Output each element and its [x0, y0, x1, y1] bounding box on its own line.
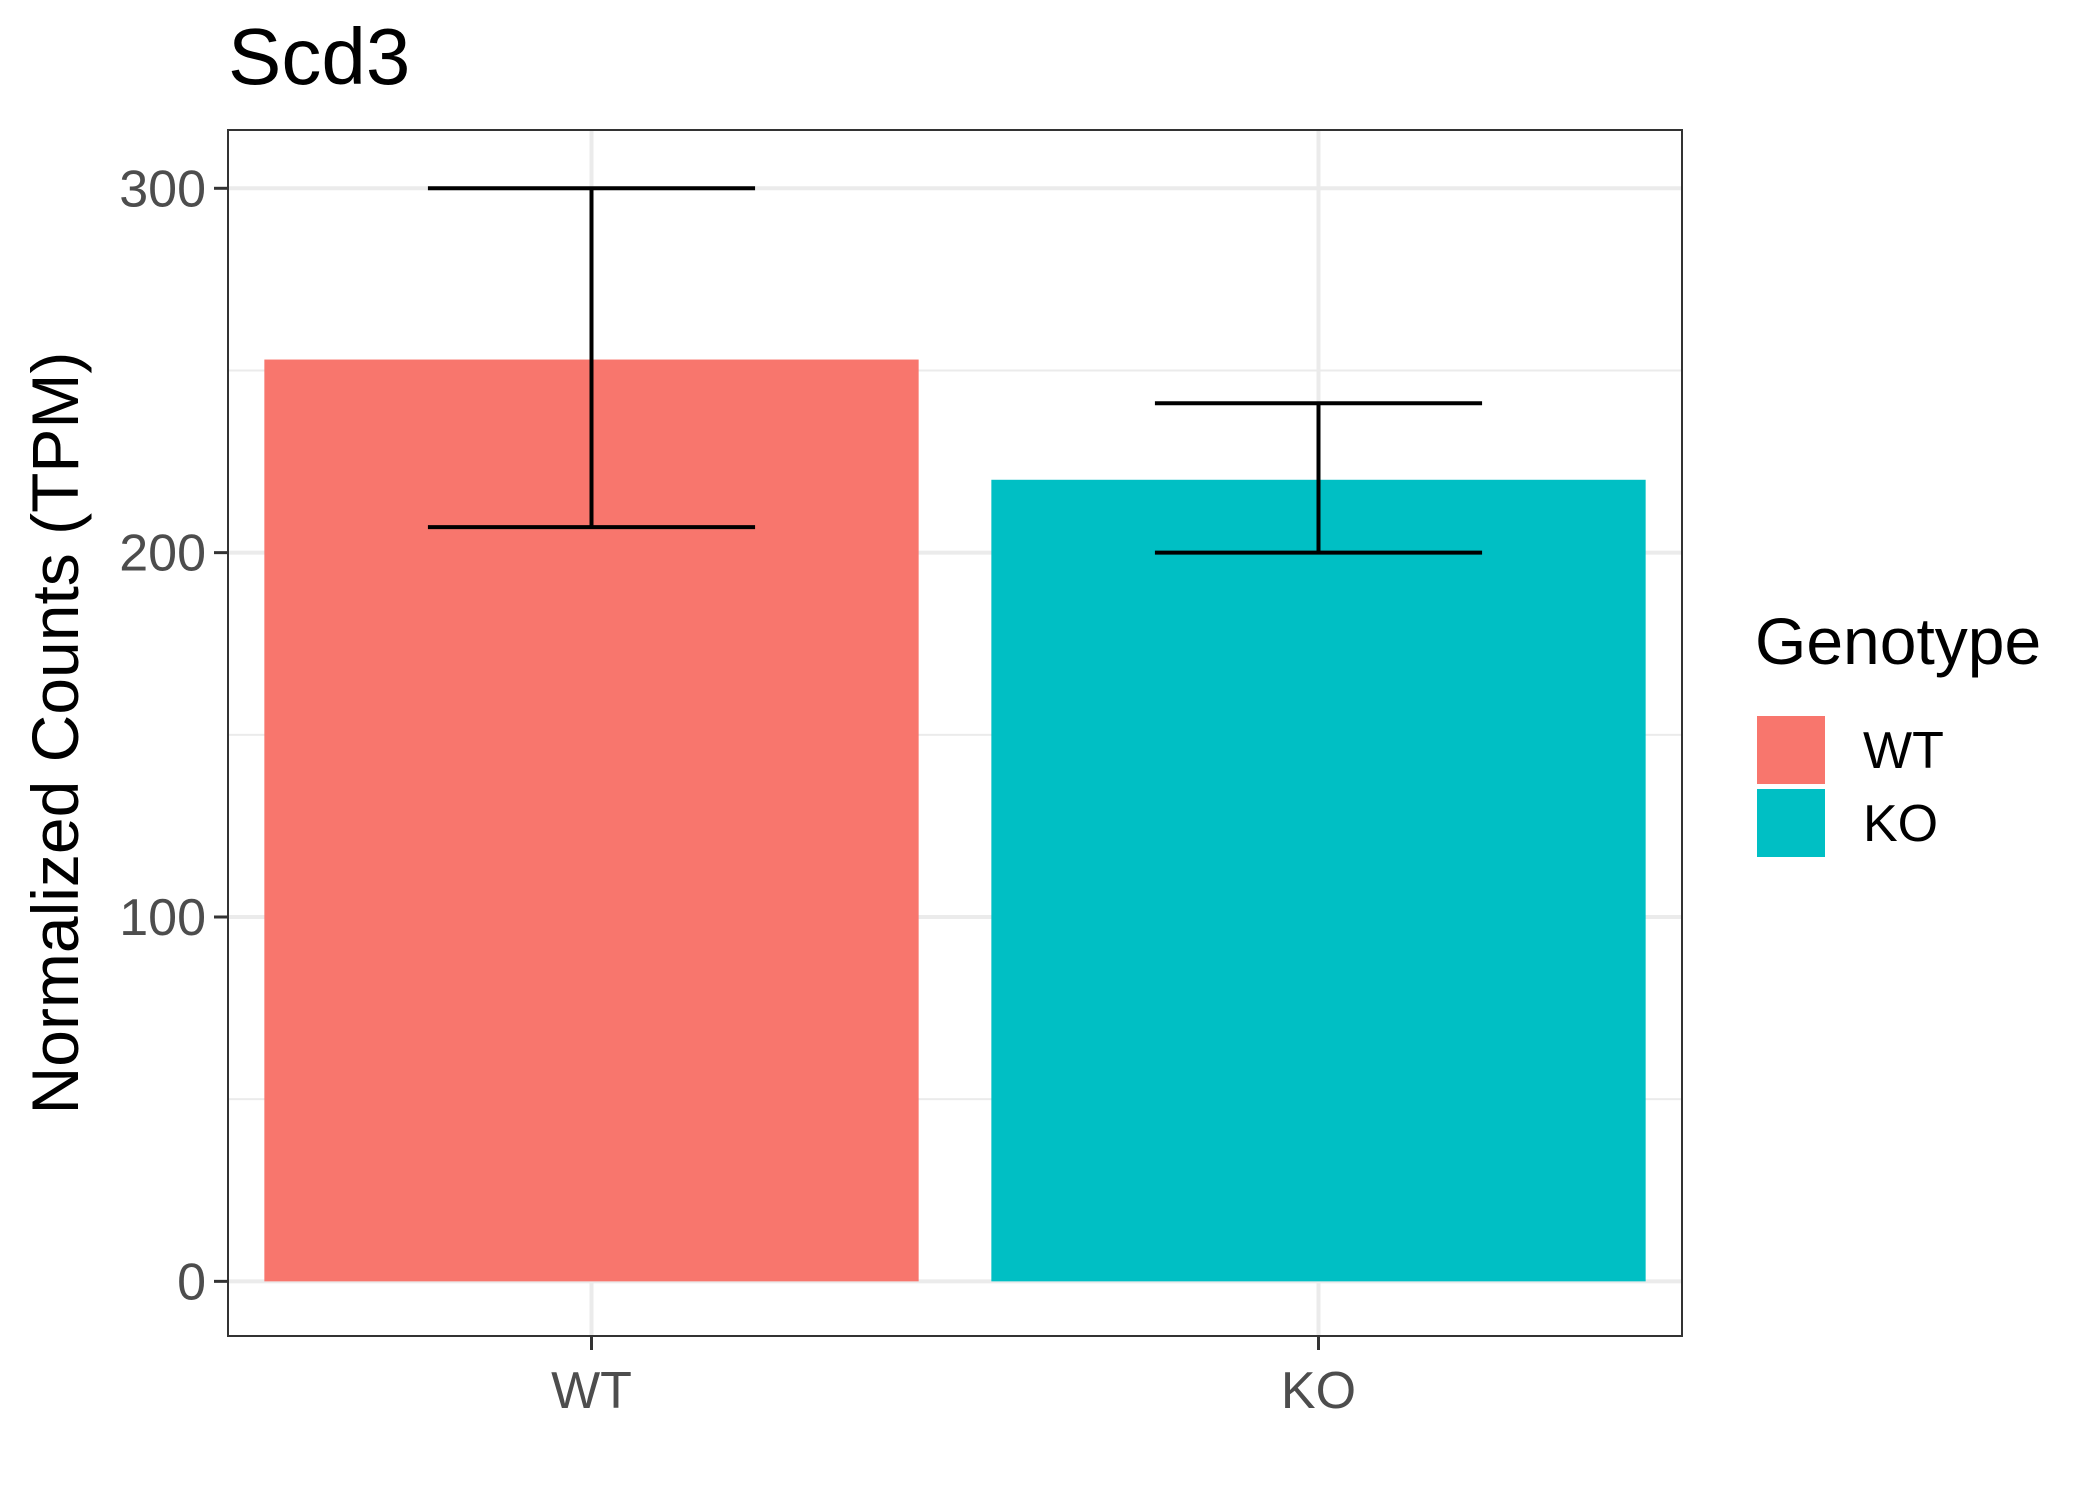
y-axis: 0 100 200 300: [119, 160, 228, 1311]
y-tick-label: 0: [177, 1253, 206, 1311]
x-tick-label: KO: [1281, 1362, 1356, 1420]
error-bars: [427, 186, 1483, 555]
legend-title: Genotype: [1755, 604, 2041, 678]
panel-border: [227, 129, 1683, 1337]
legend-entry-wt: WT: [1757, 716, 1944, 784]
legend: Genotype WT KO: [1755, 604, 2041, 857]
bar-ko: [991, 479, 1646, 1282]
x-tick-label: WT: [551, 1362, 632, 1420]
legend-label: WT: [1863, 722, 1944, 780]
y-tick-label: 300: [119, 160, 206, 218]
x-axis: WT KO: [551, 1336, 1356, 1420]
legend-swatch: [1757, 789, 1825, 857]
bars: [264, 359, 1646, 1282]
y-axis-label: Normalized Counts (TPM): [18, 352, 92, 1115]
legend-swatch: [1757, 716, 1825, 784]
legend-label: KO: [1863, 795, 1938, 853]
y-tick-label: 200: [119, 525, 206, 583]
error-bar-ko: [1154, 401, 1483, 555]
legend-entry-ko: KO: [1757, 789, 1938, 857]
error-bar-wt: [427, 186, 756, 530]
y-tick-label: 100: [119, 889, 206, 947]
chart-title: Scd3: [228, 12, 410, 101]
